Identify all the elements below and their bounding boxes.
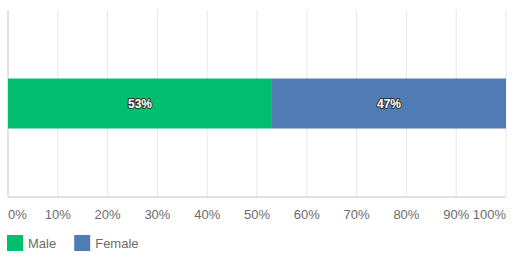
- tick-label: 10%: [45, 207, 71, 222]
- data-label: 47%: [377, 97, 401, 111]
- legend: Male Female: [7, 235, 139, 251]
- tick-label: 30%: [144, 207, 170, 222]
- x-axis-line: [8, 197, 506, 198]
- tick-label: 50%: [244, 207, 270, 222]
- chart: 0% 10% 20% 30% 40% 50% 60% 70% 80% 90% 100% 53% 47% M…: [0, 0, 515, 263]
- tick-label: 90%: [443, 207, 469, 222]
- tick-label: 20%: [95, 207, 121, 222]
- bar-segment: [272, 79, 506, 129]
- bar-segment: [8, 79, 272, 129]
- tick-label: 70%: [344, 207, 370, 222]
- tick-label: 40%: [194, 207, 220, 222]
- legend-label: Female: [95, 236, 138, 251]
- grid: [8, 10, 506, 197]
- bars: [8, 79, 506, 129]
- tick-label: 0%: [8, 207, 27, 222]
- tick-label: 100%: [473, 207, 507, 222]
- data-labels: 53% 47%: [128, 97, 401, 111]
- legend-swatch: [74, 235, 90, 251]
- tick-label: 60%: [294, 207, 320, 222]
- legend-swatch: [7, 235, 23, 251]
- legend-label: Male: [28, 236, 56, 251]
- data-label: 53%: [128, 97, 152, 111]
- tick-label: 80%: [393, 207, 419, 222]
